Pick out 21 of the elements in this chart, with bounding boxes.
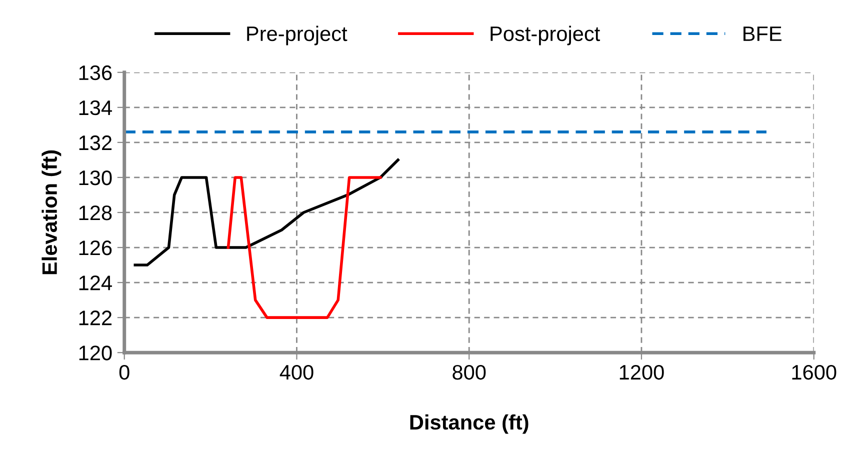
y-tick-label: 130 <box>79 170 112 186</box>
line-series <box>134 158 400 266</box>
x-tick-label: 0 <box>119 364 130 380</box>
legend-label: Pre-project <box>247 26 348 46</box>
x-tick-label: 1200 <box>620 364 664 380</box>
y-axis-title: Elevation (ft) <box>42 150 62 274</box>
y-tick-label: 120 <box>79 346 112 360</box>
y-tick-label: 128 <box>79 205 112 220</box>
legend-label: BFE <box>744 26 782 41</box>
legend-label: Post-project <box>490 26 600 46</box>
y-tick-label: 136 <box>79 65 112 80</box>
x-axis-title: Distance (ft) <box>410 414 528 434</box>
x-tick-label: 1600 <box>792 364 836 380</box>
x-tick-label: 800 <box>452 364 486 380</box>
y-tick-label: 134 <box>79 100 112 116</box>
line-series <box>226 176 382 319</box>
y-tick-label: 124 <box>79 276 112 290</box>
y-tick-label: 122 <box>79 310 112 326</box>
y-tick-label: 132 <box>79 135 112 150</box>
x-tick-label: 400 <box>280 364 314 380</box>
y-tick-label: 126 <box>79 240 112 256</box>
